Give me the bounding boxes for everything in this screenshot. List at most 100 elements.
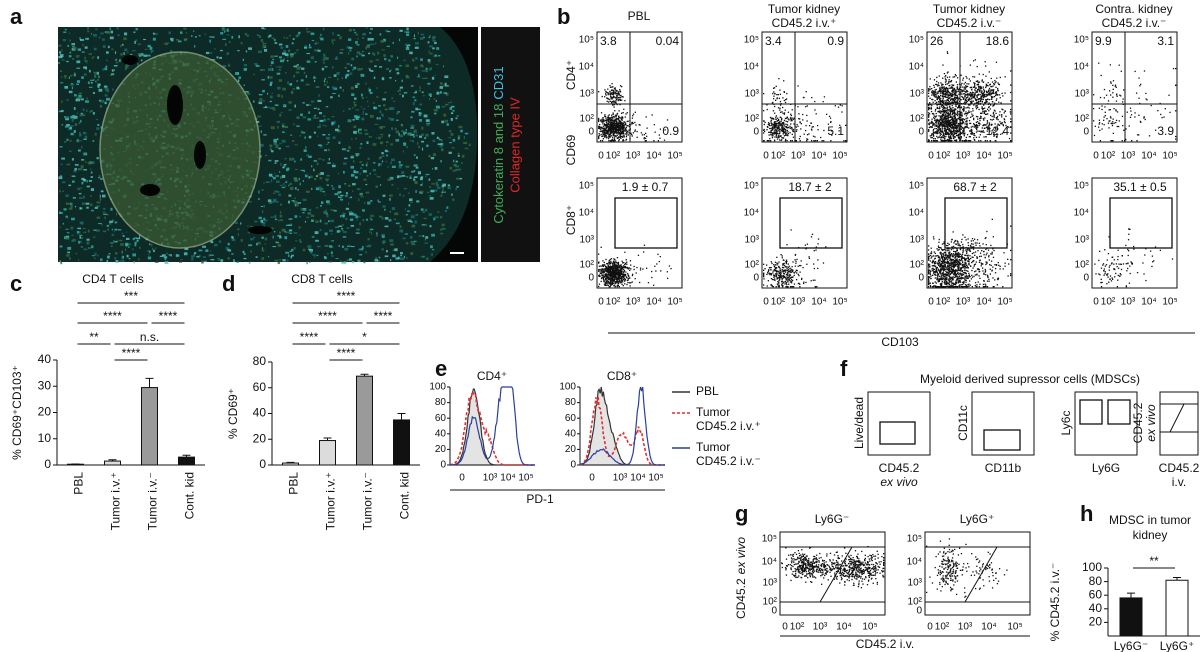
stain-speck bbox=[311, 165, 313, 168]
event-dot bbox=[951, 121, 953, 123]
stain-speck bbox=[372, 102, 375, 104]
stain-speck bbox=[183, 252, 188, 256]
stain-speck bbox=[274, 173, 276, 175]
stain-speck bbox=[421, 133, 424, 137]
stain-speck bbox=[290, 134, 293, 136]
stain-speck bbox=[249, 225, 254, 228]
stain-speck bbox=[291, 157, 295, 161]
event-dot bbox=[963, 83, 965, 85]
event-dot bbox=[606, 97, 609, 100]
stain-speck bbox=[124, 242, 129, 246]
event-dot bbox=[963, 113, 966, 115]
event-dot bbox=[622, 131, 625, 133]
x-tick-label: 10³ bbox=[626, 151, 641, 162]
stain-speck bbox=[120, 53, 123, 56]
stain-speck bbox=[359, 52, 363, 56]
event-dot bbox=[607, 124, 609, 126]
event-dot bbox=[783, 91, 786, 94]
event-dot bbox=[938, 127, 940, 129]
event-dot bbox=[945, 122, 947, 125]
stain-speck bbox=[425, 133, 429, 137]
event-dot bbox=[657, 140, 660, 142]
stain-speck bbox=[382, 38, 387, 42]
event-dot bbox=[932, 130, 934, 132]
stain-speck bbox=[96, 127, 100, 131]
stain-speck bbox=[361, 246, 364, 249]
event-dot bbox=[945, 120, 948, 122]
event-dot bbox=[616, 132, 618, 134]
event-dot bbox=[613, 116, 616, 118]
event-dot bbox=[932, 137, 935, 140]
event-dot bbox=[931, 87, 933, 90]
stain-speck bbox=[65, 116, 70, 119]
stain-speck bbox=[412, 96, 416, 98]
stain-speck bbox=[272, 58, 275, 60]
event-dot bbox=[935, 108, 937, 111]
stain-speck bbox=[405, 74, 409, 78]
stain-speck bbox=[429, 225, 432, 228]
stain-speck bbox=[90, 79, 94, 81]
stain-speck bbox=[298, 227, 301, 229]
event-dot bbox=[625, 133, 627, 135]
stain-speck bbox=[399, 193, 401, 196]
stain-speck bbox=[96, 201, 101, 204]
event-dot bbox=[934, 119, 936, 122]
event-dot bbox=[837, 106, 840, 108]
stain-speck bbox=[72, 180, 75, 183]
event-dot bbox=[943, 140, 945, 142]
stain-speck bbox=[152, 37, 156, 41]
event-dot bbox=[608, 129, 610, 131]
stain-speck bbox=[306, 104, 309, 106]
event-dot bbox=[617, 131, 619, 134]
event-dot bbox=[767, 122, 770, 124]
stain-speck bbox=[279, 235, 282, 239]
event-dot bbox=[970, 86, 972, 88]
stain-speck bbox=[265, 155, 267, 157]
stain-speck bbox=[410, 236, 413, 239]
event-dot bbox=[963, 106, 965, 108]
stain-speck bbox=[395, 257, 399, 260]
event-dot bbox=[643, 134, 646, 136]
event-dot bbox=[602, 120, 604, 122]
stain-speck bbox=[283, 183, 285, 185]
stain-speck bbox=[426, 144, 429, 147]
stain-speck bbox=[423, 36, 425, 39]
stain-speck bbox=[124, 32, 128, 36]
stain-speck bbox=[324, 210, 327, 214]
stain-speck bbox=[202, 256, 206, 259]
stain-speck bbox=[236, 261, 240, 264]
stain-speck bbox=[299, 234, 301, 236]
event-dot bbox=[959, 133, 962, 136]
stain-speck bbox=[320, 172, 324, 175]
event-dot bbox=[777, 107, 780, 109]
event-dot bbox=[810, 140, 813, 142]
event-dot bbox=[779, 111, 782, 113]
event-dot bbox=[812, 135, 815, 137]
stain-speck bbox=[86, 97, 88, 100]
event-dot bbox=[948, 76, 951, 78]
stain-speck bbox=[66, 232, 70, 234]
event-dot bbox=[951, 133, 954, 135]
stain-speck bbox=[403, 59, 406, 62]
event-dot bbox=[946, 88, 948, 90]
stain-speck bbox=[385, 250, 388, 253]
stain-speck bbox=[350, 156, 354, 159]
stain-speck bbox=[267, 75, 270, 79]
event-dot bbox=[608, 136, 610, 138]
event-dot bbox=[635, 124, 637, 126]
stain-speck bbox=[75, 252, 78, 255]
event-dot bbox=[614, 110, 616, 112]
stain-speck bbox=[134, 237, 138, 239]
event-dot bbox=[946, 133, 948, 135]
stain-speck bbox=[104, 216, 106, 220]
stain-speck bbox=[406, 33, 410, 36]
event-dot bbox=[958, 91, 961, 93]
event-dot bbox=[799, 140, 801, 142]
stain-speck bbox=[65, 141, 67, 143]
event-dot bbox=[611, 128, 613, 130]
event-dot bbox=[766, 104, 768, 106]
stain-speck bbox=[79, 37, 81, 40]
event-dot bbox=[939, 131, 941, 133]
event-dot bbox=[956, 119, 958, 121]
stain-speck bbox=[382, 114, 384, 118]
